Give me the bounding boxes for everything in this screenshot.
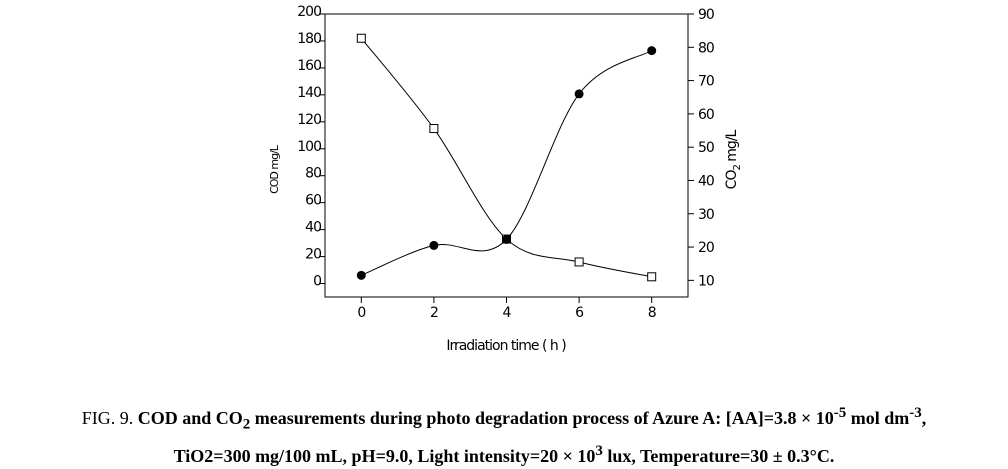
square-marker (647, 272, 657, 282)
y2-axis-title: CO2 mg/L (724, 129, 743, 189)
caption-text: COD and CO (137, 408, 243, 428)
y2-tick-label: 50 (698, 140, 714, 156)
y2-tick-label: 60 (698, 107, 714, 123)
y-tick-label: 0 (313, 274, 321, 290)
y-tick-label: 100 (297, 139, 321, 155)
chart: Irradiation time ( h ) COD mg/L CO2 mg/L… (268, 4, 743, 354)
caption-text: FIG. 9. (81, 408, 138, 428)
y2-tick-label: 40 (698, 173, 714, 189)
x-tick-label: 8 (648, 305, 656, 321)
x-tick-label: 2 (430, 305, 438, 321)
y-tick-label: 80 (305, 166, 321, 182)
y-tick-label: 40 (305, 220, 321, 236)
x-tick-label: 4 (503, 305, 512, 321)
caption-text: measurements during photo degradation pr… (250, 408, 834, 428)
y-tick-label: 60 (305, 193, 321, 209)
caption-sup: -3 (909, 405, 922, 421)
caption-sub: 2 (242, 416, 251, 433)
x-axis-title: Irradiation time ( h ) (446, 338, 566, 354)
y2-tick-label: 20 (698, 240, 714, 256)
y2-title-sub: 2 (732, 165, 743, 171)
dot-marker (647, 46, 657, 56)
y-tick-label: 120 (297, 112, 321, 128)
caption-line: TiO2=300 mg/100 mL, pH=9.0, Light intens… (0, 443, 1008, 467)
y2-title-part: CO (724, 170, 740, 190)
square-marker (574, 257, 584, 267)
plot-frame (324, 13, 689, 298)
y2-tick-label: 70 (698, 74, 714, 90)
caption-text: , (921, 408, 927, 428)
dot-marker (574, 89, 584, 99)
square-marker (356, 33, 366, 43)
y2-title-part: mg/L (724, 129, 740, 165)
caption-text: mol dm (846, 408, 910, 428)
x-tick-label: 0 (357, 305, 365, 321)
y-tick-label: 160 (297, 58, 321, 74)
series-line (361, 50, 652, 276)
y2-tick-label: 80 (698, 40, 714, 56)
caption-sup: -5 (833, 405, 847, 421)
caption-text: TiO2=300 mg/100 mL, pH=9.0, Light intens… (173, 446, 596, 466)
y-tick-label: 180 (297, 31, 321, 47)
y-tick-label: 20 (305, 247, 321, 263)
dot-marker (356, 270, 366, 280)
y2-tick-label: 10 (698, 273, 714, 289)
caption-sup: 3 (595, 443, 603, 459)
caption-text: lux, Temperature=30 ± 0.3°C. (602, 446, 835, 466)
y-axis-title: COD mg/L (268, 144, 281, 194)
y-tick-label: 140 (297, 85, 321, 101)
dot-marker (429, 240, 439, 250)
y2-tick-label: 90 (698, 7, 714, 23)
series-line (360, 37, 652, 278)
dot-marker (502, 234, 511, 244)
square-marker (429, 124, 439, 134)
x-tick-label: 6 (575, 305, 584, 321)
y2-tick-label: 30 (698, 207, 714, 223)
y-tick-label: 200 (297, 4, 321, 20)
caption-line: FIG. 9. COD and CO2 measurements during … (0, 405, 1008, 434)
